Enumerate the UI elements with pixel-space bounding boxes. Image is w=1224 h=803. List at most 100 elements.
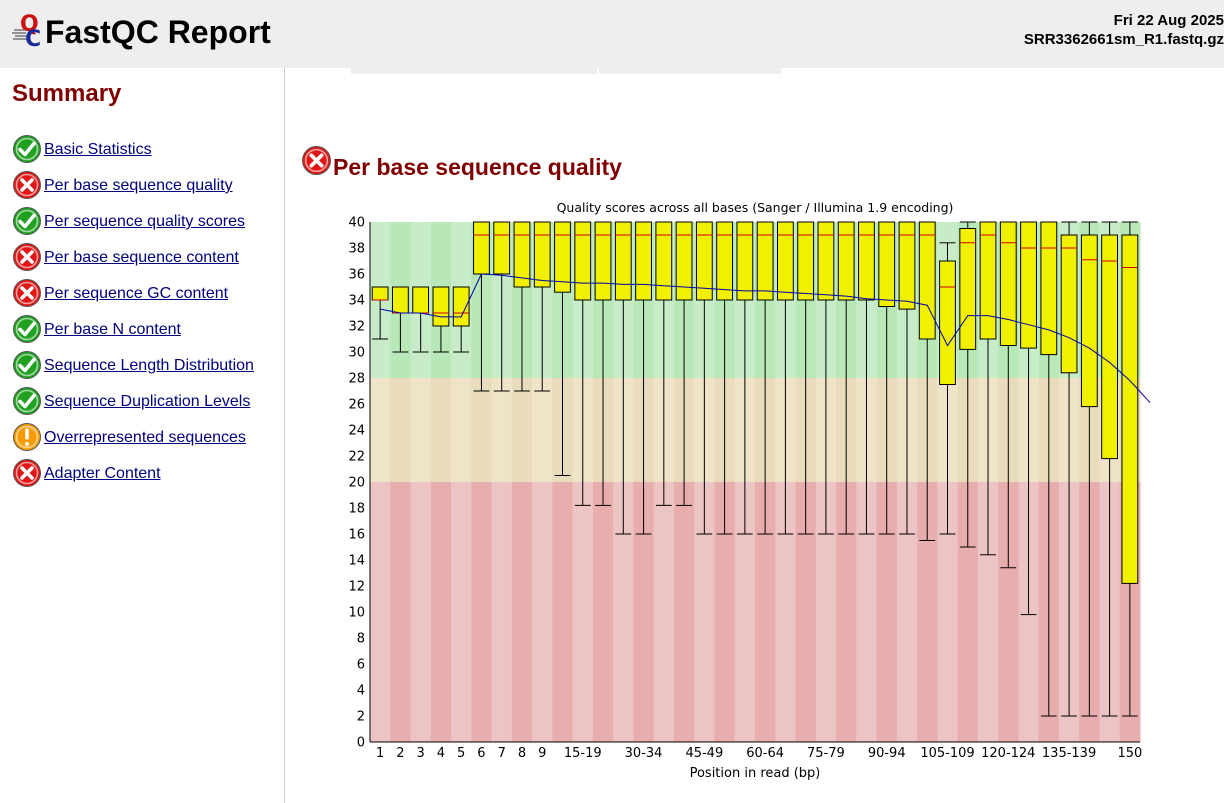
report-title: FastQC Report bbox=[45, 14, 271, 50]
y-tick-label: 10 bbox=[348, 606, 365, 621]
box-90-94 bbox=[878, 221, 896, 535]
iqr-box bbox=[878, 221, 896, 307]
y-tick-label: 32 bbox=[348, 320, 365, 335]
iqr-box bbox=[1080, 234, 1098, 408]
box-110-114 bbox=[959, 221, 977, 548]
fastqc-logo-icon: Q C bbox=[12, 12, 41, 50]
module-link[interactable]: Per base sequence quality bbox=[44, 177, 233, 194]
y-tick-label: 12 bbox=[348, 580, 365, 595]
y-tick-label: 24 bbox=[348, 424, 365, 439]
iqr-box bbox=[533, 221, 551, 288]
x-tick-label: 30-34 bbox=[625, 746, 663, 761]
y-tick-label: 26 bbox=[348, 398, 365, 413]
bad-band bbox=[390, 482, 412, 742]
iqr-box bbox=[776, 221, 794, 301]
bad-band bbox=[734, 482, 756, 742]
fail-icon bbox=[13, 171, 41, 199]
iqr-box bbox=[837, 221, 855, 301]
module-link[interactable]: Per sequence quality scores bbox=[44, 213, 245, 230]
report-header: Q C FastQC Report Fri 22 Aug 2025 SRR336… bbox=[0, 0, 1224, 68]
x-tick-label: 1 bbox=[376, 746, 384, 761]
module-link[interactable]: Per base N content bbox=[44, 321, 181, 338]
report-date: Fri 22 Aug 2025 bbox=[1113, 12, 1224, 29]
pass-icon bbox=[13, 387, 41, 415]
bad-band bbox=[532, 482, 553, 742]
bad-band bbox=[653, 482, 675, 742]
box-45-49 bbox=[695, 221, 713, 535]
warn-band bbox=[410, 378, 432, 482]
box-95-99 bbox=[898, 221, 916, 535]
module-link[interactable]: Per base sequence content bbox=[44, 249, 239, 266]
y-tick-label: 28 bbox=[348, 372, 365, 387]
iqr-box bbox=[939, 260, 956, 385]
box-7 bbox=[493, 221, 511, 392]
iqr-box bbox=[554, 221, 571, 293]
y-tick-label: 16 bbox=[348, 528, 365, 543]
warn-band bbox=[370, 378, 391, 482]
warn-band bbox=[491, 378, 513, 482]
summary-panel: Summary Basic Statistics Per base sequenc… bbox=[0, 68, 285, 803]
box-145-149 bbox=[1101, 221, 1119, 717]
bad-band bbox=[410, 482, 432, 742]
warn-band bbox=[451, 378, 472, 482]
box-35-39 bbox=[655, 221, 673, 506]
report-meta: Fri 22 Aug 2025 SRR3362661sm_R1.fastq.gz bbox=[1024, 11, 1224, 49]
bad-band bbox=[856, 482, 878, 742]
iqr-box bbox=[452, 286, 470, 327]
x-tick-label: 150 bbox=[1117, 746, 1142, 761]
warn-band bbox=[532, 378, 553, 482]
box-30-34 bbox=[635, 221, 652, 535]
iqr-box bbox=[979, 221, 997, 340]
iqr-box bbox=[959, 228, 977, 350]
fail-icon bbox=[302, 146, 331, 175]
box-series bbox=[371, 221, 1139, 717]
x-tick-label: 105-109 bbox=[920, 746, 974, 761]
box-140-144 bbox=[1080, 221, 1098, 717]
bad-band bbox=[714, 482, 736, 742]
y-tick-label: 36 bbox=[348, 268, 365, 283]
bad-band bbox=[755, 482, 776, 742]
iqr-box bbox=[513, 221, 531, 288]
pass-icon bbox=[13, 135, 41, 163]
box-135-139 bbox=[1060, 221, 1078, 717]
x-tick-label: 5 bbox=[457, 746, 465, 761]
module-link[interactable]: Basic Statistics bbox=[44, 141, 152, 158]
bad-band bbox=[471, 482, 493, 742]
y-tick-label: 22 bbox=[348, 450, 365, 465]
bad-band bbox=[937, 482, 959, 742]
x-tick-label: 75-79 bbox=[807, 746, 845, 761]
iqr-box bbox=[493, 221, 511, 275]
y-tick-label: 20 bbox=[348, 476, 365, 491]
x-tick-label: 90-94 bbox=[868, 746, 906, 761]
bad-band bbox=[876, 482, 898, 742]
iqr-box bbox=[736, 221, 754, 301]
bad-band bbox=[511, 482, 533, 742]
box-70-74 bbox=[797, 221, 815, 535]
box-100-104 bbox=[918, 221, 936, 541]
module-link[interactable]: Sequence Duplication Levels bbox=[44, 393, 251, 410]
module-link[interactable]: Adapter Content bbox=[44, 465, 161, 482]
fail-icon bbox=[13, 243, 41, 271]
module-link[interactable]: Per sequence GC content bbox=[44, 285, 229, 302]
iqr-box bbox=[999, 221, 1017, 346]
iqr-box bbox=[918, 221, 936, 340]
y-tick-label: 2 bbox=[357, 710, 365, 725]
y-tick-label: 4 bbox=[357, 684, 365, 699]
module-link[interactable]: Sequence Length Distribution bbox=[44, 357, 254, 374]
warn-band bbox=[471, 378, 493, 482]
bad-band bbox=[491, 482, 513, 742]
box-85-89 bbox=[858, 221, 875, 535]
tab-strip-left bbox=[351, 68, 597, 74]
box-60-64 bbox=[756, 221, 774, 535]
iqr-box bbox=[594, 221, 612, 301]
box-10-14 bbox=[554, 221, 571, 476]
iqr-box bbox=[391, 286, 409, 314]
x-tick-label: 4 bbox=[437, 746, 445, 761]
y-tick-label: 0 bbox=[357, 736, 365, 751]
box-105-109 bbox=[939, 242, 956, 535]
module-link[interactable]: Overrepresented sequences bbox=[44, 429, 246, 446]
box-130-134 bbox=[1040, 221, 1058, 717]
warn-band bbox=[511, 378, 533, 482]
bad-band bbox=[430, 482, 452, 742]
y-tick-label: 8 bbox=[357, 632, 365, 647]
